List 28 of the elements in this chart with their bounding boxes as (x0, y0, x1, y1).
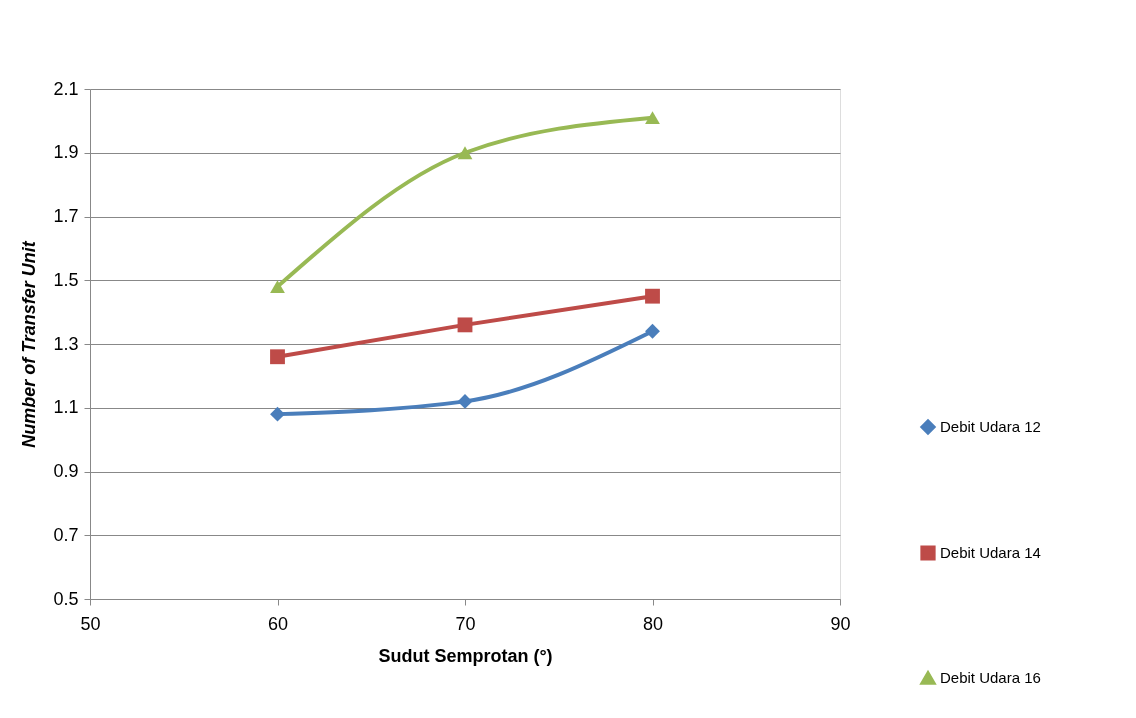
point (457, 146, 473, 160)
y-tick-label: 0.5 (53, 588, 79, 609)
point (645, 111, 660, 125)
x-tick-label: 90 (830, 613, 851, 634)
point (270, 280, 285, 294)
point (645, 288, 660, 304)
y-tick-label: 1.3 (53, 333, 79, 354)
y-tick-label: 1.5 (53, 269, 79, 290)
y-tick-label: 1.1 (53, 397, 79, 418)
x-tick-label: 60 (267, 613, 289, 634)
x-tick-label: 50 (80, 613, 101, 634)
x-tick-label: 70 (455, 613, 476, 634)
y-tick-label: 1.7 (53, 206, 79, 226)
legend-label: Debit Udara 16 (940, 669, 1041, 686)
point (270, 349, 285, 365)
point (457, 317, 473, 333)
x-axis-title: Sudut Semprotan (°) (378, 645, 553, 666)
y-tick-label: 0.9 (53, 461, 79, 481)
point (457, 393, 473, 409)
x-tick-label: 80 (642, 613, 664, 634)
point (645, 323, 660, 339)
y-tick-label: 1.9 (53, 142, 79, 163)
y-axis-title: Number of Transfer Unit (19, 240, 40, 448)
legend-label: Debit Udara 14 (940, 544, 1041, 561)
point (270, 406, 285, 422)
y-tick-label: 0.7 (53, 524, 79, 545)
y-tick-label: 2.1 (53, 78, 79, 99)
legend-label: Debit Udara 12 (940, 418, 1041, 435)
